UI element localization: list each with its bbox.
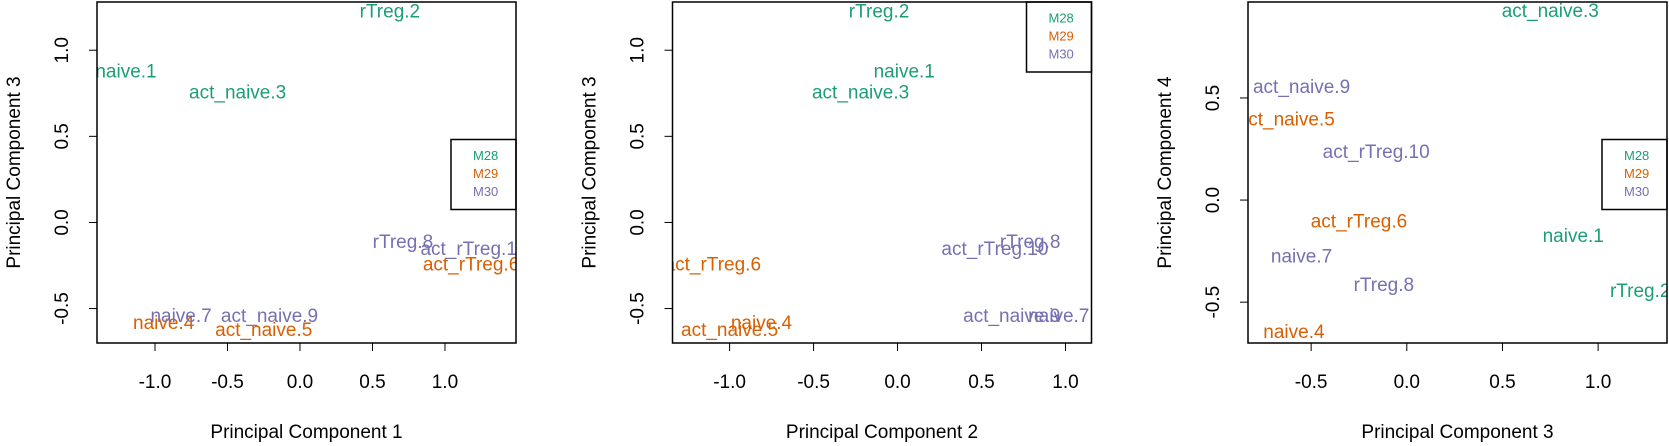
x-tick-label: 1.0 [1585,372,1611,393]
plot-frame [671,1,1093,344]
legend-box [1601,138,1668,211]
y-tick-label: 0.5 [628,123,649,149]
x-tick-label: 0.5 [359,372,385,393]
plot-frame [96,1,517,344]
x-tick-label: 0.5 [968,372,994,393]
point-label: act_rTreg.10 [941,239,1048,260]
point-label: act_rTreg.6 [423,255,519,276]
x-tick-label: -1.0 [139,372,172,393]
y-tick-label: -0.5 [1203,286,1224,319]
legend: M28 M29 M30 [450,138,517,211]
point-label: act_naive.9 [963,306,1060,327]
legend-entry: M30 [473,184,498,199]
y-tick-label: 0.0 [628,209,649,235]
legend-entry: M30 [1624,184,1649,199]
panel: -1.0 -0.5 0.0 0.5 1.0 -0.5 0.0 0.5 1.0 Principal … [4,1,527,443]
points: naive.1rTreg.2act_naive.3naive.4act_naiv… [665,1,1090,341]
y-axis-label: Principal Component 3 [580,76,601,268]
x-tick-label: 1.0 [1052,372,1078,393]
legend-entry: M29 [1624,166,1649,181]
y-axis-label: Principal Component 4 [1155,76,1176,269]
points: naive.1 rTreg.2 act_naive.3 naive.4 act_naiv… [95,1,527,341]
y-tick-label: 0.0 [1203,187,1224,213]
y-tick-label: 0.0 [52,209,73,235]
y-axis-label: Principal Component 3 [4,76,25,268]
legend-entry: M28 [1624,148,1649,163]
point-label: naive.7 [1271,246,1332,267]
point-label: rTreg.2 [849,1,910,22]
point-label: act_naive.3 [1502,1,1599,22]
y-tick-label: -0.5 [628,292,649,325]
legend-entry: M28 [1049,10,1074,25]
legend-entry: M28 [473,148,498,163]
legend-entry: M29 [1049,28,1074,43]
legend: M28 M29 M30 [1601,138,1668,211]
point-label: act_naive.5 [1238,109,1335,130]
x-tick-label: 0.0 [287,372,313,393]
legend-entry: M29 [473,166,498,181]
x-axis-label: Principal Component 3 [1361,422,1553,443]
point-label: act_naive.9 [221,306,318,327]
y-tick-label: 1.0 [52,37,73,63]
point-label: rTreg.8 [1354,275,1415,296]
points: naive.1 rTreg.2 act_naive.3 naive.4 act_naiv… [1238,1,1669,343]
legend: M28 M29 M30 [1025,1,1093,73]
point-label: act_naive.3 [812,82,909,103]
point-label: naive.1 [95,62,156,83]
legend-box [450,138,517,211]
x-tick-label: 0.0 [1394,372,1420,393]
point-label: act_rTreg.10 [1323,142,1430,163]
x-tick-label: -0.5 [211,372,244,393]
point-label: rTreg.8 [373,232,434,253]
x-tick-label: 1.0 [432,372,458,393]
plot-frame [1247,1,1668,344]
point-label: naive.4 [133,313,195,334]
point-label: act_naive.5 [215,320,312,341]
point-label: naive.7 [150,306,211,327]
x-axis-label: Principal Component 2 [786,422,978,443]
point-label: act_naive.3 [189,82,286,103]
point-label: act_rTreg.10 [420,239,527,260]
point-label: naive.4 [731,313,793,334]
point-label: act_rTreg.6 [665,255,761,276]
x-tick-label: 0.5 [1489,372,1515,393]
point-label: act_naive.9 [1253,77,1350,98]
y-tick-label: 0.5 [52,123,73,149]
point-label: naive.7 [1028,306,1089,327]
point-label: act_rTreg.6 [1311,212,1407,233]
panel: -0.5 0.0 0.5 1.0 -0.5 0.0 0.5 Principal Compone… [1155,1,1669,443]
x-tick-label: 0.0 [884,372,910,393]
legend-entry: M30 [1049,46,1074,61]
point-label: naive.1 [1543,226,1604,247]
point-label: act_naive.5 [681,320,778,341]
x-tick-label: -0.5 [797,372,830,393]
point-label: rTreg.2 [1610,281,1669,302]
x-axis-label: Principal Component 1 [210,422,402,443]
y-tick-label: 1.0 [628,37,649,63]
point-label: naive.1 [874,62,935,83]
x-tick-label: -1.0 [713,372,746,393]
point-label: naive.4 [1263,322,1325,343]
x-tick-label: -0.5 [1295,372,1328,393]
legend-box [1025,1,1093,73]
y-tick-label: -0.5 [52,292,73,325]
point-label: rTreg.2 [360,1,421,22]
panel: -1.0 -0.5 0.0 0.5 1.0 -0.5 0.0 0.5 1.0 Principal … [580,1,1093,443]
y-tick-label: 0.5 [1203,85,1224,111]
point-label: rTreg.8 [1000,232,1061,253]
